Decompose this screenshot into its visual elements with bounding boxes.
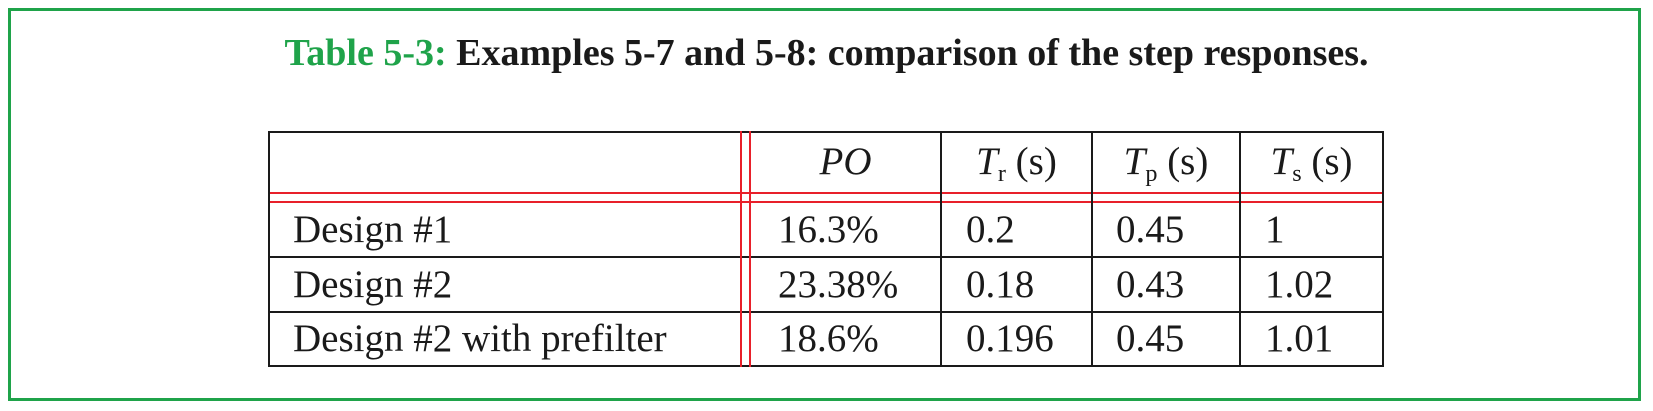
row-3-tp: 0.45 xyxy=(1116,317,1185,360)
row-2-ts: 1.02 xyxy=(1265,263,1334,306)
row-1-name: Design #1 xyxy=(293,208,453,251)
column-rule-tr xyxy=(1091,131,1093,367)
row-1-tp: 0.45 xyxy=(1116,208,1185,251)
row-3-tr: 0.196 xyxy=(966,317,1054,360)
caption-text: Examples 5-7 and 5-8: comparison of the … xyxy=(456,32,1369,74)
table-frame xyxy=(8,8,1641,401)
row-2-name: Design #2 xyxy=(293,263,453,306)
caption-label: Table 5-3: xyxy=(284,32,447,74)
table-left-rule xyxy=(268,131,270,367)
header-rule-2 xyxy=(268,201,1384,203)
row-1-po: 16.3% xyxy=(778,208,879,251)
column-rule-po xyxy=(940,131,942,367)
header-settling-time: Ts (s) xyxy=(1270,140,1353,187)
row-2-po: 23.38% xyxy=(778,263,899,306)
row-1-ts: 1 xyxy=(1265,208,1285,251)
row-2-tr: 0.18 xyxy=(966,263,1035,306)
table-bottom-rule xyxy=(268,365,1384,367)
row-1-tr: 0.2 xyxy=(966,208,1015,251)
comparison-table: PO Tr (s) Tp (s) Ts (s) Design #1 16.3% … xyxy=(268,131,1384,367)
row-rule-1 xyxy=(268,256,1384,258)
table-top-rule xyxy=(268,131,1384,133)
row-3-ts: 1.01 xyxy=(1265,317,1334,360)
row-3-name: Design #2 with prefilter xyxy=(293,317,667,360)
row-3-po: 18.6% xyxy=(778,317,879,360)
label-column-rule-1 xyxy=(740,131,742,367)
table-right-rule xyxy=(1382,131,1384,367)
table-caption: Table 5-3: Examples 5-7 and 5-8: compari… xyxy=(0,28,1653,78)
header-po: PO xyxy=(819,140,872,183)
header-rise-time: Tr (s) xyxy=(976,140,1057,187)
label-column-rule-2 xyxy=(749,131,751,367)
row-rule-2 xyxy=(268,311,1384,313)
header-peak-time: Tp (s) xyxy=(1123,140,1209,187)
column-rule-tp xyxy=(1239,131,1241,367)
header-rule-1 xyxy=(268,192,1384,194)
row-2-tp: 0.43 xyxy=(1116,263,1185,306)
